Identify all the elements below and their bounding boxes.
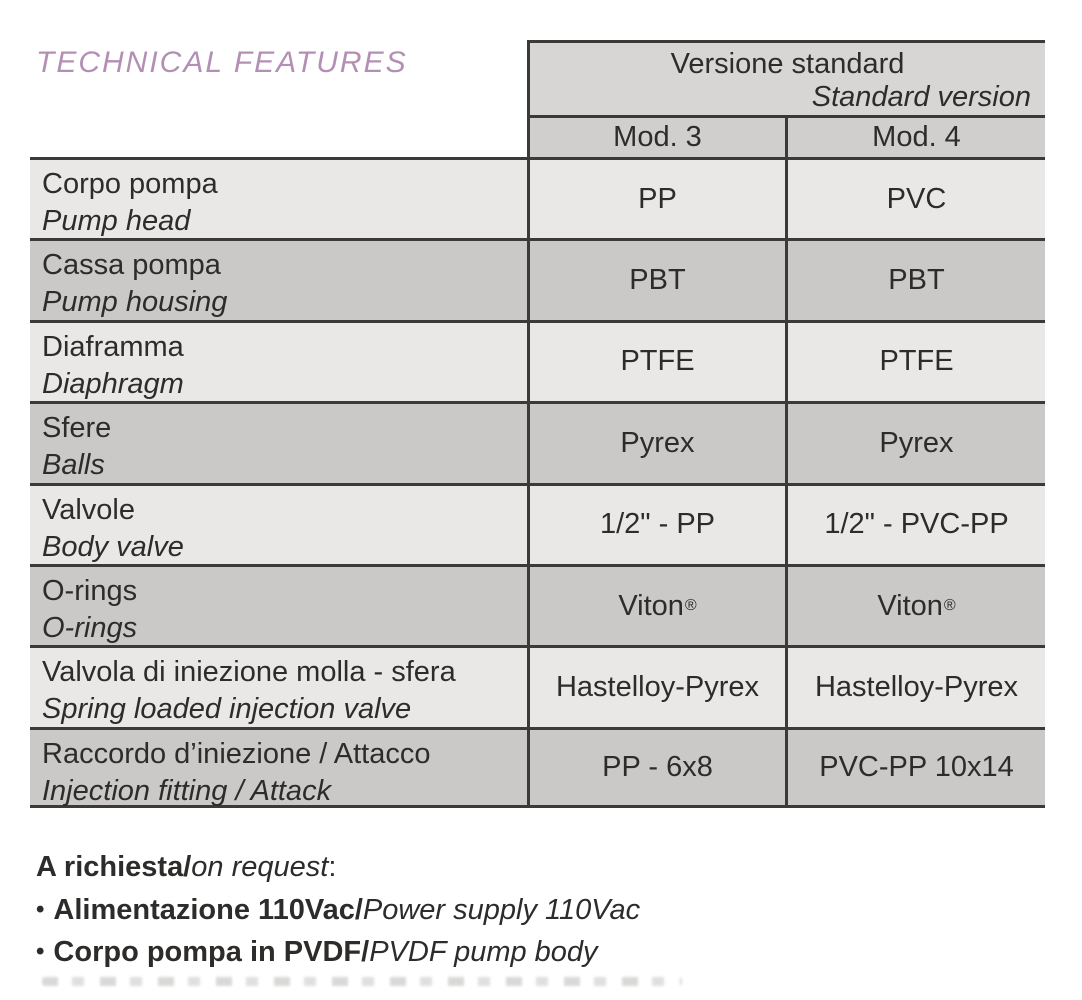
value-mod4: Viton ® (785, 563, 1045, 646)
row-label-italian: Valvola di iniezione molla - sfera (42, 656, 456, 689)
bullet-icon: • (36, 896, 45, 923)
row-label-italian: Diaframma (42, 330, 184, 363)
row-label-english: O-rings (42, 611, 138, 644)
row-label-english: Body valve (42, 530, 184, 563)
row-label-italian: Cassa pompa (42, 249, 221, 282)
value-mod3: PBT (527, 238, 785, 320)
row-label-english: Diaphragm (42, 367, 184, 400)
row-label: Valvole Body valve (30, 482, 527, 564)
on-request-notes: A richiesta/on request: • Alimentazione 1… (36, 849, 640, 970)
bullet-icon: • (36, 938, 45, 965)
value-mod3: Viton ® (527, 563, 785, 646)
value-mod3: PP - 6x8 (527, 726, 785, 809)
value-text: Viton (877, 589, 943, 622)
row-label-italian: Sfere (42, 412, 112, 445)
notes-heading-italian: A richiesta/ (36, 851, 192, 883)
list-item: • Alimentazione 110Vac/Power supply 110Va… (36, 892, 640, 928)
notes-heading-english: on request (191, 851, 329, 883)
row-label-english: Injection fitting / Attack (42, 774, 332, 807)
value-text: Viton (618, 589, 684, 622)
value-mod3: Pyrex (527, 401, 785, 483)
header-title-italian: Versione standard (670, 48, 905, 80)
technical-features-table: Versione standard Standard version Mod. … (30, 40, 1045, 809)
value-mod4: Pyrex (785, 401, 1045, 483)
value-mod4: 1/2" - PVC-PP (785, 482, 1045, 564)
value-mod4: Hastelloy-Pyrex (785, 645, 1045, 727)
list-item: • Corpo pompa in PVDF/PVDF pump body (36, 934, 640, 970)
row-label: Sfere Balls (30, 401, 527, 483)
notes-heading: A richiesta/on request: (36, 849, 640, 885)
row-label-italian: Corpo pompa (42, 168, 218, 200)
cropped-text-line (42, 977, 682, 986)
row-label: Cassa pompa Pump housing (30, 238, 527, 320)
value-mod4: PBT (785, 238, 1045, 320)
column-header-mod4: Mod. 4 (785, 118, 1045, 157)
row-label-english: Pump housing (42, 286, 228, 319)
page-title: TECHNICAL FEATURES (36, 46, 408, 79)
value-mod3: 1/2" - PP (527, 482, 785, 564)
header-title-english: Standard version (811, 81, 1031, 113)
column-header-mod3: Mod. 3 (527, 118, 785, 157)
note-italian: Alimentazione 110Vac/ (53, 894, 363, 926)
row-label: Raccordo d’iniezione / Attacco Injection… (30, 726, 527, 809)
row-label-english: Spring loaded injection valve (42, 693, 412, 726)
value-mod3: PP (527, 157, 785, 239)
value-mod3: PTFE (527, 319, 785, 402)
row-label: Corpo pompa Pump head (30, 157, 527, 239)
value-mod4: PVC-PP 10x14 (785, 726, 1045, 809)
note-english: Power supply 110Vac (362, 894, 641, 926)
row-label: Diaframma Diaphragm (30, 319, 527, 402)
row-label-english: Pump head (42, 205, 191, 237)
row-label: O-rings O-rings (30, 563, 527, 646)
value-mod3: Hastelloy-Pyrex (527, 645, 785, 727)
row-label-english: Balls (42, 449, 105, 482)
note-english: PVDF pump body (369, 936, 598, 968)
row-label-italian: Valvole (42, 493, 135, 526)
value-mod4: PTFE (785, 319, 1045, 402)
table-header-version: Versione standard Standard version (527, 40, 1045, 118)
row-label: Valvola di iniezione molla - sfera Sprin… (30, 645, 527, 727)
notes-heading-colon: : (328, 851, 337, 883)
note-italian: Corpo pompa in PVDF/ (53, 936, 370, 968)
header-spacer (30, 40, 527, 157)
value-mod4: PVC (785, 157, 1045, 239)
row-label-italian: O-rings (42, 574, 138, 607)
row-label-italian: Raccordo d’iniezione / Attacco (42, 737, 431, 770)
